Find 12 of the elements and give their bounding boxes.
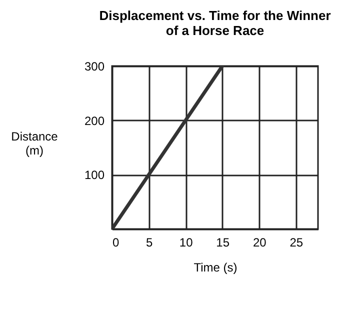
x-tick-label: 15 — [216, 236, 230, 250]
x-tick-label: 0 — [112, 236, 120, 250]
y-tick-label: 100 — [84, 168, 105, 182]
x-tick-label: 5 — [146, 236, 153, 250]
x-axis-title: Time (s) — [194, 260, 238, 274]
y-tick-label: 200 — [84, 114, 105, 128]
x-tick-label: 20 — [252, 236, 267, 250]
y-axis-title: Distance (m) — [11, 130, 58, 158]
y-tick-label: 300 — [84, 60, 105, 74]
x-tick-label: 25 — [290, 236, 304, 250]
x-tick-label: 10 — [179, 236, 194, 250]
chart-title: Displacement vs. Time for the Winner of a Horse Race — [99, 8, 331, 38]
